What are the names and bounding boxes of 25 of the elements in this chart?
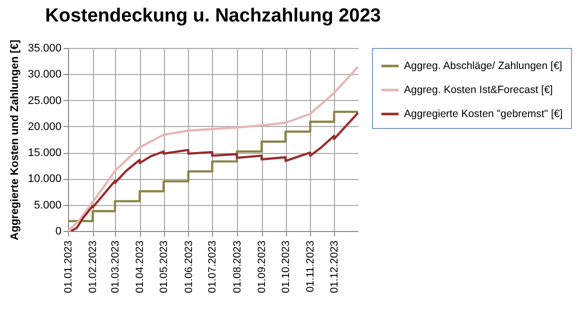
x-tick-label: 01.05.2023 — [158, 240, 170, 294]
legend-label: Aggreg. Kosten Ist&Forecast [€] — [404, 84, 553, 96]
legend-label: Aggregierte Kosten "gebremst" [€] — [404, 108, 563, 120]
x-tick-label: 01.06.2023 — [182, 240, 195, 294]
y-tick-label: 5.000 — [34, 199, 62, 212]
x-tick-label: 01.08.2023 — [231, 240, 244, 294]
x-tick-label: 01.10.2023 — [280, 240, 292, 294]
x-tick-label: 01.11.2023 — [304, 240, 317, 292]
x-tick-label: 01.07.2023 — [206, 240, 219, 294]
chart-title: Kostendeckung u. Nachzahlung 2023 — [45, 5, 381, 26]
y-axis-title: Aggregierte Kosten und Zahlungen [€] — [8, 39, 21, 240]
y-tick-label: 15.000 — [28, 147, 62, 160]
x-tick-label: 01.04.2023 — [134, 240, 146, 294]
y-tick-label: 0 — [55, 226, 62, 238]
x-tick-label: 01.12.2023 — [328, 240, 341, 294]
y-tick-label: 10.000 — [28, 173, 62, 186]
x-tick-label: 01.03.2023 — [110, 240, 122, 294]
y-tick-label: 30.000 — [28, 68, 62, 81]
x-tick-label: 01.09.2023 — [256, 240, 268, 294]
x-tick-label: 01.01.2023 — [62, 240, 74, 294]
x-tick-label: 01.02.2023 — [87, 240, 100, 294]
y-tick-label: 20.000 — [28, 120, 62, 133]
y-tick-label: 35.000 — [28, 42, 62, 54]
legend-label: Aggreg. Abschläge/ Zahlungen [€] — [404, 60, 562, 72]
y-tick-label: 25.000 — [28, 94, 62, 107]
